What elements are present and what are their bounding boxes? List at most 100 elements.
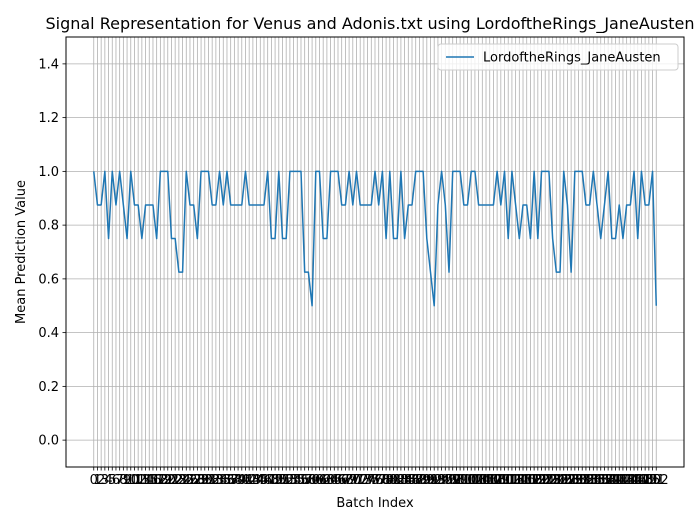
x-tick-label: 82 bbox=[389, 473, 406, 488]
x-tick-label: 91 bbox=[422, 473, 439, 488]
x-tick-label: 30 bbox=[196, 473, 213, 488]
x-tick-label: 129 bbox=[559, 473, 584, 488]
x-tick-label: 39 bbox=[230, 473, 247, 488]
x-tick-label: 138 bbox=[592, 473, 617, 488]
x-tick-label: 121 bbox=[529, 473, 554, 488]
x-tick-label: 109 bbox=[485, 473, 510, 488]
x-tick-label: 15 bbox=[141, 473, 158, 488]
x-tick-label: 43 bbox=[245, 473, 262, 488]
x-tick-label: 110 bbox=[488, 473, 513, 488]
x-tick-label: 146 bbox=[622, 473, 647, 488]
x-tick-label: 135 bbox=[581, 473, 606, 488]
x-axis-label: Batch Index bbox=[336, 496, 414, 511]
x-tick-label: 9 bbox=[123, 473, 131, 488]
x-tick-label: 119 bbox=[522, 473, 547, 488]
x-tick-label: 21 bbox=[163, 473, 180, 488]
x-tick-label: 105 bbox=[470, 473, 495, 488]
x-tick-label: 35 bbox=[215, 473, 232, 488]
y-tick-label: 0.4 bbox=[38, 326, 59, 341]
x-tick-label: 136 bbox=[585, 473, 610, 488]
y-tick-label: 1.2 bbox=[38, 111, 59, 126]
x-tick-label: 7 bbox=[116, 473, 124, 488]
x-tick-label: 99 bbox=[452, 473, 469, 488]
x-tick-label: 41 bbox=[237, 473, 254, 488]
y-tick-label: 0.2 bbox=[38, 380, 59, 395]
x-tick-label: 114 bbox=[503, 473, 528, 488]
x-tick-label: 73 bbox=[356, 473, 373, 488]
x-tick-label: 112 bbox=[496, 473, 521, 488]
x-tick-label: 98 bbox=[448, 473, 465, 488]
legend-box bbox=[437, 43, 679, 71]
x-tick-label: 2 bbox=[97, 473, 105, 488]
y-tick-label: 1.4 bbox=[38, 57, 59, 72]
x-tick-label: 38 bbox=[226, 473, 243, 488]
x-tick-label: 72 bbox=[352, 473, 369, 488]
x-tick-label: 66 bbox=[330, 473, 347, 488]
x-tick-label: 90 bbox=[419, 473, 436, 488]
x-tick-label: 18 bbox=[152, 473, 169, 488]
x-tick-label: 20 bbox=[159, 473, 176, 488]
x-tick-label: 69 bbox=[341, 473, 358, 488]
x-tick-label: 144 bbox=[614, 473, 639, 488]
x-tick-label: 111 bbox=[492, 473, 517, 488]
x-tick-label: 148 bbox=[629, 473, 654, 488]
x-tick-label: 124 bbox=[540, 473, 565, 488]
x-tick-label: 120 bbox=[525, 473, 550, 488]
x-tick-label: 36 bbox=[219, 473, 236, 488]
x-tick-label: 104 bbox=[466, 473, 491, 488]
x-tick-label: 117 bbox=[514, 473, 539, 488]
x-tick-label: 53 bbox=[282, 473, 299, 488]
x-axis-ticks: 0123456789101112131415161718192021222324… bbox=[90, 467, 669, 488]
x-tick-label: 79 bbox=[378, 473, 395, 488]
x-tick-label: 40 bbox=[234, 473, 251, 488]
x-tick-label: 31 bbox=[200, 473, 217, 488]
x-tick-label: 8 bbox=[119, 473, 127, 488]
x-tick-label: 70 bbox=[345, 473, 362, 488]
x-tick-label: 86 bbox=[404, 473, 421, 488]
x-tick-label: 32 bbox=[204, 473, 221, 488]
x-tick-label: 116 bbox=[511, 473, 536, 488]
x-tick-label: 62 bbox=[315, 473, 332, 488]
x-tick-label: 150 bbox=[636, 473, 661, 488]
x-tick-label: 6 bbox=[112, 473, 120, 488]
x-tick-label: 74 bbox=[359, 473, 376, 488]
x-tick-label: 60 bbox=[308, 473, 325, 488]
x-tick-label: 151 bbox=[640, 473, 665, 488]
x-tick-label: 108 bbox=[481, 473, 506, 488]
x-tick-label: 131 bbox=[566, 473, 591, 488]
x-tick-label: 88 bbox=[411, 473, 428, 488]
x-tick-label: 137 bbox=[588, 473, 613, 488]
x-tick-label: 4 bbox=[104, 473, 112, 488]
x-tick-label: 57 bbox=[296, 473, 313, 488]
x-tick-label: 87 bbox=[407, 473, 424, 488]
x-tick-label: 145 bbox=[618, 473, 643, 488]
x-tick-label: 3 bbox=[101, 473, 109, 488]
x-tick-label: 54 bbox=[285, 473, 302, 488]
x-tick-label: 56 bbox=[293, 473, 310, 488]
x-tick-label: 125 bbox=[544, 473, 569, 488]
x-tick-label: 142 bbox=[607, 473, 632, 488]
x-tick-label: 118 bbox=[518, 473, 543, 488]
x-tick-label: 115 bbox=[507, 473, 532, 488]
y-axis-ticks: 0.0 0.2 0.4 0.6 0.8 1.0 1.2 1.4 bbox=[38, 57, 66, 449]
x-tick-label: 44 bbox=[248, 473, 265, 488]
x-tick-label: 107 bbox=[477, 473, 502, 488]
x-tick-label: 94 bbox=[433, 473, 450, 488]
x-tick-label: 16 bbox=[145, 473, 162, 488]
y-tick-label: 0.8 bbox=[38, 219, 59, 234]
x-tick-label: 29 bbox=[193, 473, 210, 488]
x-tick-label: 61 bbox=[311, 473, 328, 488]
x-tick-label: 81 bbox=[385, 473, 402, 488]
x-tick-label: 1 bbox=[93, 473, 101, 488]
x-tick-label: 26 bbox=[182, 473, 199, 488]
x-tick-label: 126 bbox=[548, 473, 573, 488]
x-tick-label: 64 bbox=[322, 473, 339, 488]
x-tick-label: 101 bbox=[455, 473, 480, 488]
legend-entry-label: LordoftheRings_JaneAusten bbox=[483, 51, 661, 66]
x-tick-label: 76 bbox=[367, 473, 384, 488]
x-tick-label: 106 bbox=[474, 473, 499, 488]
x-tick-label: 134 bbox=[577, 473, 602, 488]
x-tick-label: 0 bbox=[90, 473, 98, 488]
x-tick-label: 68 bbox=[337, 473, 354, 488]
